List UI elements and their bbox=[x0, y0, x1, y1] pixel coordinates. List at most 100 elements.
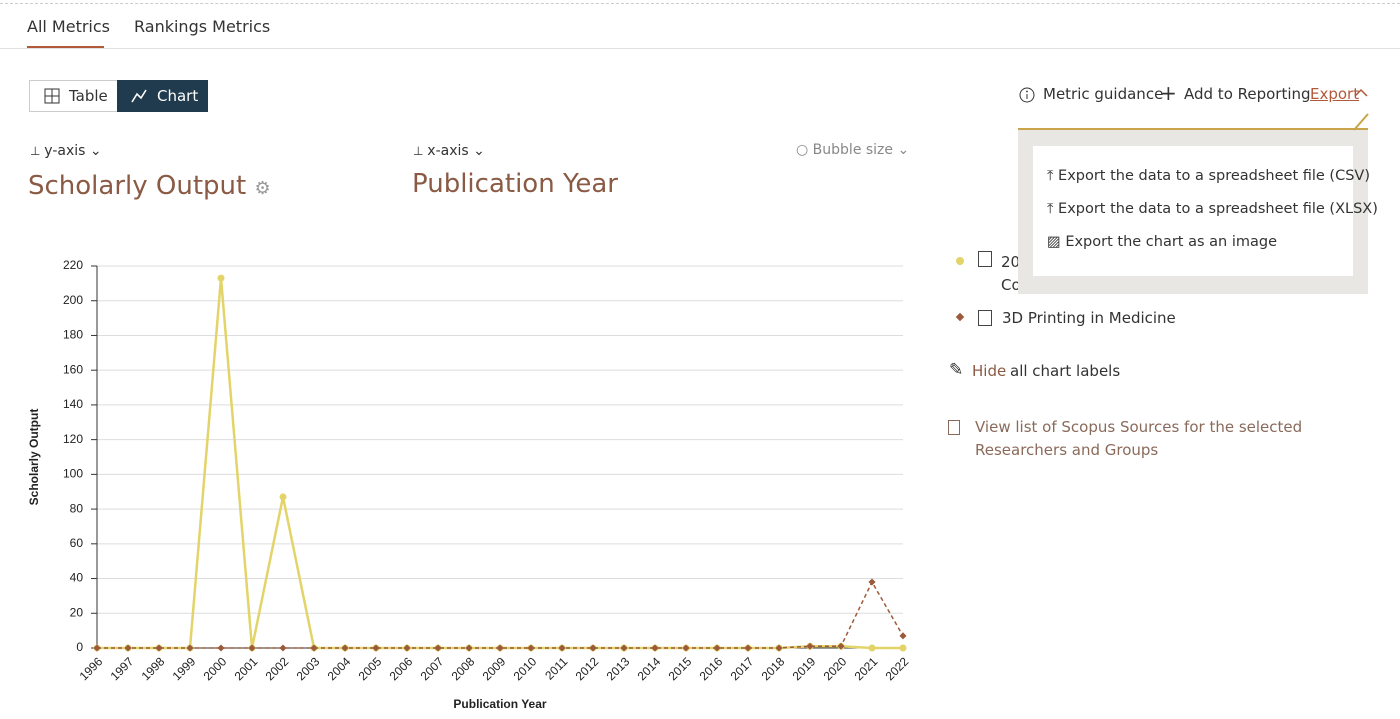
data-point bbox=[775, 644, 783, 652]
data-point bbox=[403, 644, 411, 652]
data-point bbox=[186, 644, 194, 652]
menu-item[interactable]: ⤒ Export the data to a spreadsheet file … bbox=[1047, 201, 1378, 217]
doc-icon bbox=[978, 251, 992, 267]
export-menu-body: ⤒ Export the data to a spreadsheet file … bbox=[1033, 146, 1378, 276]
y-tick-label: 120 bbox=[63, 432, 83, 446]
menu-item-text: Export the chart as an image bbox=[1065, 234, 1277, 250]
legend-entry[interactable]: 3D Printing in Medicine bbox=[1002, 309, 1176, 327]
metric-guidance[interactable]: Metric guidance bbox=[1043, 85, 1164, 103]
table-icon bbox=[44, 88, 60, 104]
x-tick-label: 2010 bbox=[511, 654, 540, 683]
x-tick-label: 2017 bbox=[728, 654, 757, 683]
x-tick-label: 2000 bbox=[201, 654, 230, 683]
add-to-reporting[interactable]: Add to Reporting bbox=[1184, 85, 1311, 103]
chart-button[interactable]: Chart bbox=[117, 80, 208, 112]
y-axis-title: Scholarly Output bbox=[27, 409, 41, 506]
data-point bbox=[372, 644, 380, 652]
caret-up bbox=[1354, 88, 1368, 97]
table-button[interactable]: Table bbox=[29, 80, 118, 112]
data-point bbox=[124, 644, 132, 652]
x-tick-label: 2011 bbox=[542, 654, 570, 682]
data-point bbox=[279, 493, 287, 501]
y-metric-text: Scholarly Output bbox=[28, 171, 247, 201]
data-point bbox=[217, 274, 225, 282]
x-selector[interactable]: ⊥ x-axis ⌄ bbox=[413, 143, 485, 159]
x-tick-label: 2022 bbox=[883, 654, 912, 683]
menu-item[interactable]: ▨ Export the chart as an image bbox=[1047, 234, 1277, 250]
button-label: Chart bbox=[157, 87, 199, 105]
info-icon bbox=[1019, 87, 1035, 103]
data-point bbox=[682, 644, 690, 652]
y-tick-label: 20 bbox=[70, 605, 84, 619]
hide-labels[interactable]: Hide bbox=[972, 362, 1007, 380]
x-tick-label: 2018 bbox=[759, 654, 788, 683]
data-point bbox=[217, 644, 225, 652]
list-icon bbox=[948, 420, 960, 435]
legend-entry[interactable]: 20 Co bbox=[1001, 253, 1021, 294]
x-tick-label: 2001 bbox=[232, 654, 261, 683]
data-point bbox=[465, 644, 473, 652]
y-metric: Scholarly Output ⚙ bbox=[28, 171, 271, 201]
y-tick-label: 200 bbox=[63, 293, 83, 307]
data-point bbox=[899, 632, 907, 640]
data-point bbox=[155, 644, 163, 652]
x-tick-label: 2002 bbox=[263, 654, 292, 683]
data-point bbox=[496, 644, 504, 652]
x-tick-label: 2008 bbox=[449, 654, 478, 683]
x-tick-label: 2005 bbox=[356, 654, 385, 683]
data-point bbox=[558, 644, 566, 652]
data-point bbox=[589, 644, 597, 652]
menu-item[interactable]: ⤒ Export the data to a spreadsheet file … bbox=[1047, 168, 1370, 184]
export-menu: ⤒ Export the data to a spreadsheet file … bbox=[1018, 128, 1378, 294]
bubble-selector[interactable]: ○ Bubble size ⌄ bbox=[796, 142, 910, 158]
data-point bbox=[899, 644, 907, 652]
x-tick-label: 2021 bbox=[852, 654, 881, 683]
data-point bbox=[341, 644, 349, 652]
data-point bbox=[248, 644, 256, 652]
series-line bbox=[97, 580, 904, 649]
doc-icon bbox=[978, 310, 992, 326]
x-tick-label: 2014 bbox=[635, 654, 664, 683]
y-selector[interactable]: ⊥ y-axis ⌄ bbox=[30, 143, 102, 159]
pin-icon: ✎ bbox=[949, 360, 964, 380]
legend-diamond bbox=[955, 312, 965, 322]
y-tick-label: 80 bbox=[70, 501, 84, 515]
x-tick-label: 1998 bbox=[139, 654, 168, 683]
button-label: Table bbox=[69, 87, 108, 105]
data-point bbox=[651, 644, 659, 652]
x-tick-label: 2006 bbox=[387, 654, 416, 683]
data-point bbox=[868, 578, 876, 586]
hide-labels-text: all chart labels bbox=[1010, 362, 1121, 380]
series-line bbox=[97, 278, 903, 650]
data-point bbox=[527, 644, 535, 652]
x-tick-label: 2015 bbox=[666, 654, 695, 683]
x-tick-label: 2003 bbox=[294, 654, 323, 683]
tab-underline bbox=[27, 46, 104, 48]
x-tick-label: 2016 bbox=[697, 654, 726, 683]
tab-divider bbox=[0, 48, 1400, 49]
data-point bbox=[434, 644, 442, 652]
x-tick-label: 2009 bbox=[480, 654, 509, 683]
data-point bbox=[310, 644, 318, 652]
legend-dot bbox=[956, 257, 964, 265]
export-button[interactable]: Export bbox=[1310, 85, 1360, 103]
y-tick-label: 60 bbox=[70, 536, 84, 550]
tab[interactable]: Rankings Metrics bbox=[134, 17, 271, 36]
sources-link[interactable]: View list of Scopus Sources for the sele… bbox=[975, 418, 1303, 459]
x-tick-label: 2019 bbox=[790, 654, 819, 683]
x-tick-label: 1999 bbox=[170, 654, 199, 683]
y-tick-label: 160 bbox=[63, 362, 83, 376]
x-tick-label: 2012 bbox=[573, 654, 602, 683]
x-metric: Publication Year bbox=[412, 169, 618, 199]
y-tick-label: 180 bbox=[63, 328, 83, 342]
chart: Scholarly Output Publication Year 0 20 40 6… bbox=[27, 258, 912, 711]
data-point bbox=[279, 644, 287, 652]
selector-label: Bubble size bbox=[812, 142, 894, 158]
plus-icon: + bbox=[1160, 81, 1177, 105]
tab[interactable]: All Metrics bbox=[27, 17, 110, 36]
x-tick-label: 2020 bbox=[821, 654, 850, 683]
top-border bbox=[0, 3, 1400, 4]
menu-notch bbox=[1353, 113, 1369, 131]
data-point bbox=[837, 642, 845, 650]
